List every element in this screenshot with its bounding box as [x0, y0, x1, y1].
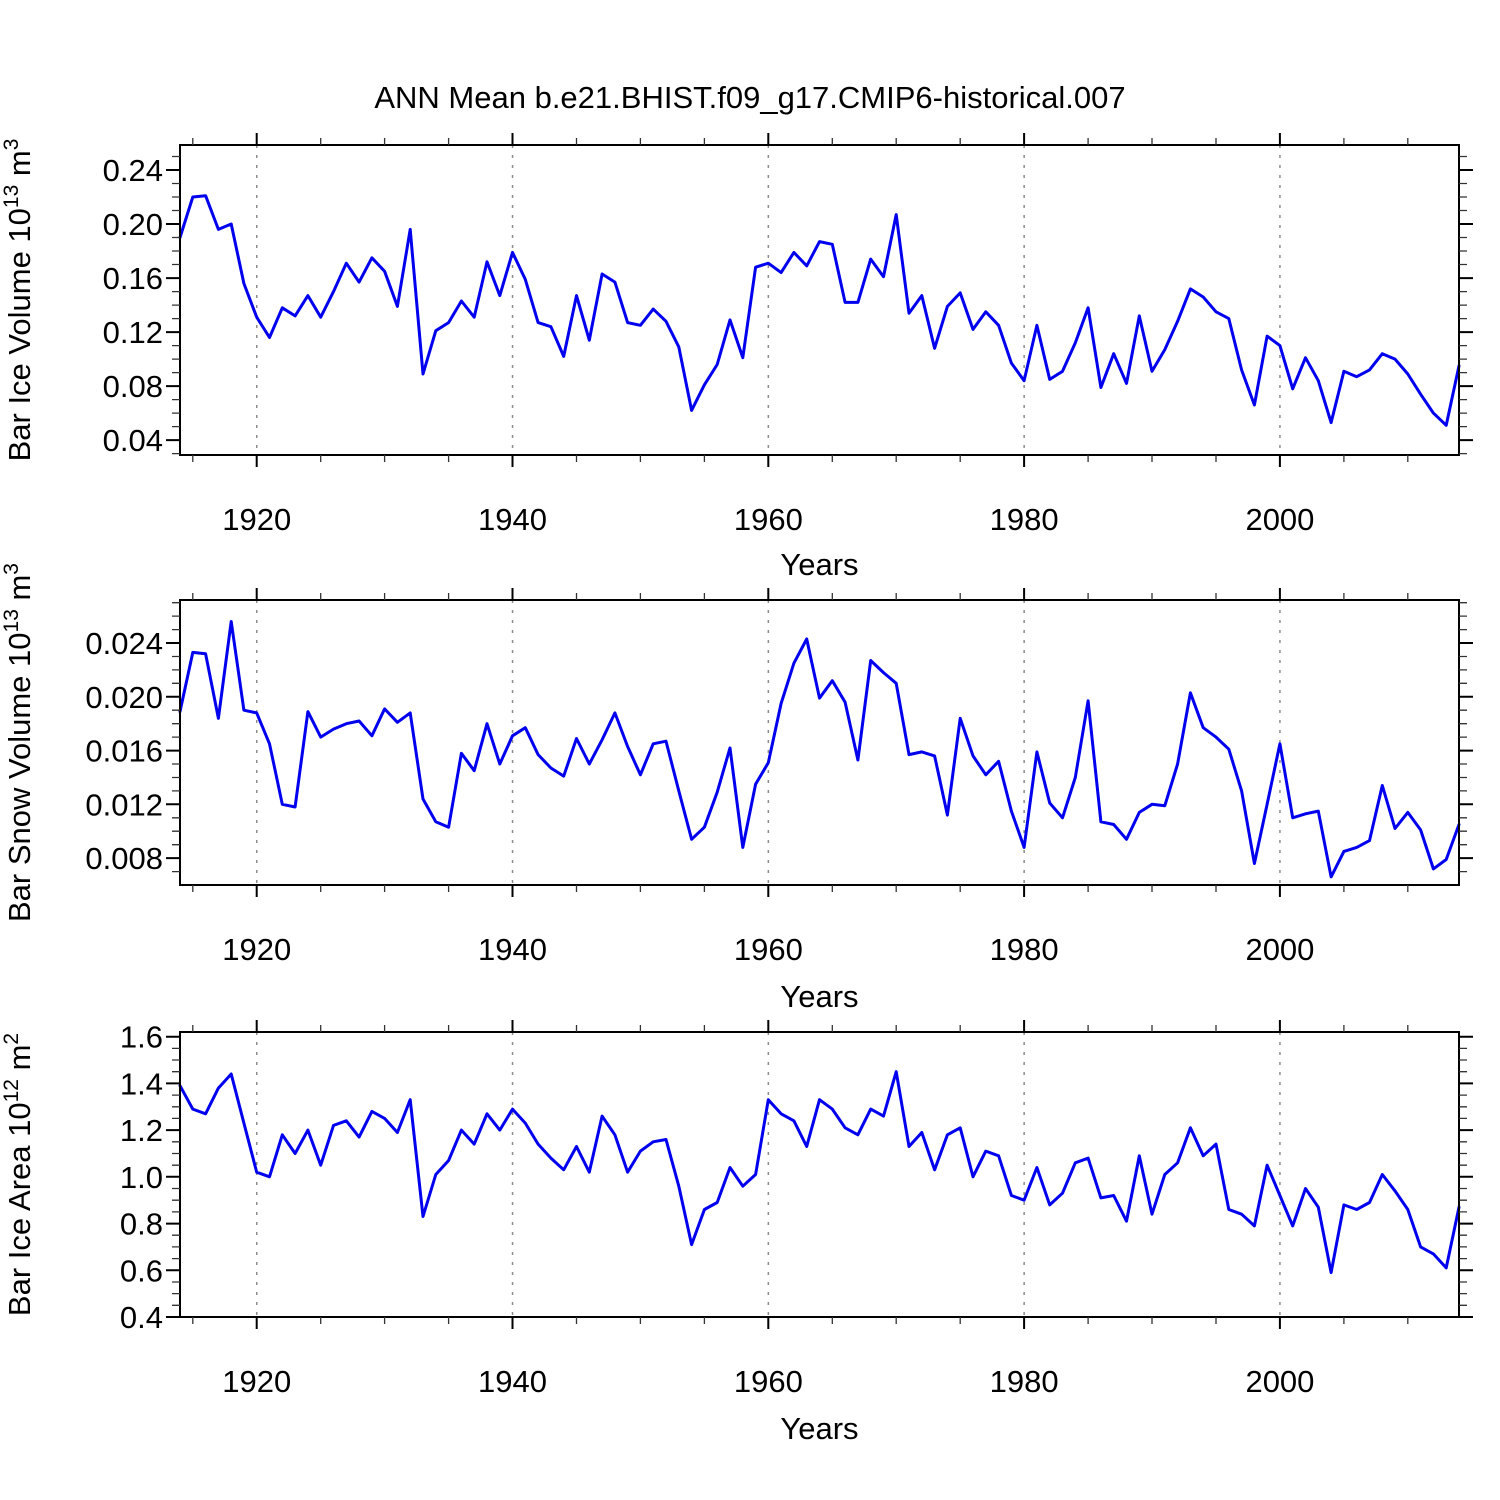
- x-tick-label: 1960: [734, 502, 803, 537]
- x-tick-label: 1920: [222, 932, 291, 967]
- y-tick-label: 0.12: [103, 315, 163, 350]
- x-axis-title: Years: [780, 979, 858, 1014]
- x-tick-label: 1960: [734, 1364, 803, 1399]
- x-tick-label: 1940: [478, 932, 547, 967]
- x-tick-label: 1980: [990, 932, 1059, 967]
- plot-frame: [179, 1031, 1460, 1318]
- x-tick-label: 1920: [222, 502, 291, 537]
- x-tick-label: 2000: [1245, 1364, 1314, 1399]
- x-tick-label: 2000: [1245, 932, 1314, 967]
- plot-frame: [179, 599, 1460, 886]
- chart-title: ANN Mean b.e21.BHIST.f09_g17.CMIP6-histo…: [374, 80, 1126, 115]
- y-tick-label: 1.4: [120, 1066, 163, 1101]
- plot-frame: [179, 144, 1460, 456]
- y-tick-label: 0.04: [103, 423, 163, 458]
- y-axis-title: Bar Ice Area 1012 m2: [0, 1033, 37, 1316]
- minor-ticks: [172, 1025, 1467, 1324]
- panel-1: 0.04 0.08 0.12 0.16 0.20 0.24 1920 1940 1960 1980…: [0, 133, 1473, 582]
- major-ticks: [166, 1020, 1473, 1329]
- panel-2: 0.008 0.012 0.016 0.020 0.024 1920 1940 1960 198…: [0, 563, 1473, 1014]
- y-axis-title: Bar Snow Volume 1013 m3: [0, 563, 37, 922]
- minor-ticks: [172, 138, 1467, 462]
- y-tick-label: 1.0: [120, 1160, 163, 1195]
- y-tick-label: 0.012: [85, 787, 163, 822]
- y-tick-label: 1.6: [120, 1020, 163, 1055]
- y-axis-title: Bar Ice Volume 1013 m3: [0, 139, 37, 462]
- y-tick-label: 0.008: [85, 841, 163, 876]
- x-axis-title: Years: [780, 1411, 858, 1446]
- y-tick-label: 0.08: [103, 369, 163, 404]
- y-tick-label: 0.020: [85, 680, 163, 715]
- x-tick-label: 1980: [990, 1364, 1059, 1399]
- x-tick-label: 2000: [1245, 502, 1314, 537]
- y-tick-label: 0.20: [103, 207, 163, 242]
- series-line: [178, 194, 1461, 427]
- x-tick-label: 1920: [222, 1364, 291, 1399]
- series-line: [178, 1070, 1461, 1275]
- x-axis-title: Years: [780, 547, 858, 582]
- x-tick-label: 1940: [478, 502, 547, 537]
- panel-3: 0.4 0.6 0.8 1.0 1.2 1.4 1.6 1920 1940 1960 1980 200…: [0, 1020, 1473, 1446]
- y-tick-label: 0.4: [120, 1300, 163, 1335]
- x-tick-label: 1980: [990, 502, 1059, 537]
- major-ticks: [166, 588, 1473, 897]
- y-tick-label: 1.2: [120, 1113, 163, 1148]
- x-tick-label: 1960: [734, 932, 803, 967]
- major-ticks: [166, 133, 1473, 467]
- minor-ticks: [172, 593, 1467, 892]
- y-tick-label: 0.024: [85, 626, 163, 661]
- y-tick-label: 0.24: [103, 153, 163, 188]
- y-tick-label: 0.16: [103, 261, 163, 296]
- y-tick-label: 0.8: [120, 1207, 163, 1242]
- x-tick-label: 1940: [478, 1364, 547, 1399]
- y-tick-label: 0.016: [85, 734, 163, 769]
- y-tick-label: 0.6: [120, 1253, 163, 1288]
- series-line: [178, 620, 1461, 879]
